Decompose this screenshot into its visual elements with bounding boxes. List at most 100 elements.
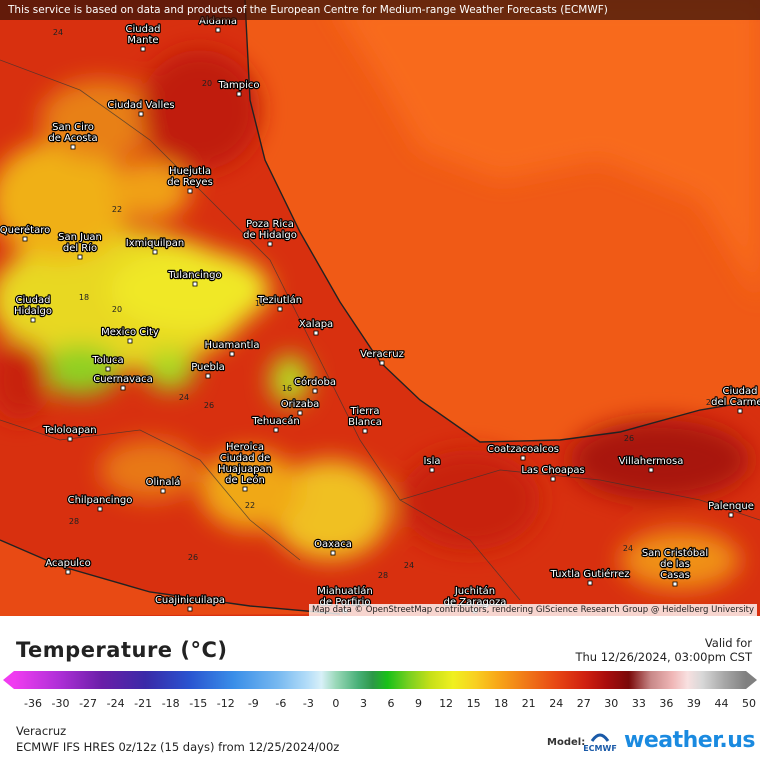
city-label: Huejutla — [169, 166, 211, 177]
city-label: San Ciro — [52, 122, 94, 133]
city-label: Orizaba — [281, 399, 320, 410]
city-label: Cuajinicuilapa — [155, 595, 225, 606]
city-label: de Acosta — [48, 133, 97, 144]
colorbar-tick-label: -3 — [302, 697, 314, 710]
model-run: ECMWF IFS HRES 0z/12z (15 days) from 12/… — [16, 740, 340, 754]
city-marker — [187, 188, 193, 194]
colorbar-tick-label: 30 — [604, 697, 619, 710]
city-label: Heroica — [226, 442, 264, 453]
city-marker — [138, 111, 144, 117]
city-label: Xalapa — [299, 319, 333, 330]
colorbar-tick-label: 50 — [742, 697, 756, 710]
colorbar-tick-label: 44 — [714, 697, 729, 710]
city-marker — [297, 410, 303, 416]
colorbar-tick-label: -15 — [189, 697, 208, 710]
contour-label: 26 — [188, 553, 198, 562]
colorbar-tick-label: -12 — [216, 697, 235, 710]
city-label: Oaxaca — [314, 539, 352, 550]
city-label: Puebla — [191, 362, 225, 373]
city-marker — [127, 338, 133, 344]
city-marker — [728, 512, 734, 518]
contour-label: 22 — [245, 501, 255, 510]
colorbar-tick-label: 39 — [686, 697, 701, 710]
warm-sea — [330, 0, 760, 300]
city-label: Isla — [423, 456, 440, 467]
colorbar-tick-label: -36 — [24, 697, 42, 710]
city-label: Huajuapan — [218, 464, 272, 475]
city-label: Tehuacán — [251, 415, 299, 427]
city-label: Tierra — [350, 406, 380, 417]
city-marker — [105, 366, 111, 372]
colorbar-tick-label: -21 — [134, 697, 153, 710]
city-marker — [215, 27, 221, 33]
city-label: de las — [660, 559, 690, 570]
city-label: del Carmen — [711, 397, 760, 408]
city-label: Ciudad — [16, 295, 51, 306]
city-marker — [67, 436, 73, 442]
city-marker — [140, 46, 146, 52]
colorbar-tick-label: 18 — [494, 697, 509, 710]
city-label: Las Choapas — [521, 465, 584, 476]
valid-datetime: Thu 12/26/2024, 03:00pm CST — [575, 650, 752, 664]
city-label: Teloloapan — [42, 425, 96, 436]
city-label: del Río — [63, 242, 97, 254]
contour-label: 28 — [69, 517, 79, 526]
city-marker — [267, 241, 273, 247]
colorbar-arrow-high — [746, 671, 757, 689]
city-marker — [550, 476, 556, 482]
city-label: Tulancingo — [167, 270, 221, 281]
contour-label: 24 — [53, 28, 63, 37]
city-marker — [97, 506, 103, 512]
city-label: Toluca — [91, 355, 123, 366]
colorbar-tick-label: 27 — [576, 697, 591, 710]
city-label: Querétaro — [0, 224, 50, 236]
city-label: San Juan — [58, 232, 102, 243]
borders — [0, 59, 760, 601]
city-marker — [152, 249, 158, 255]
colorbar-tick-label: 0 — [332, 697, 340, 710]
colorbar-tick-label: 3 — [359, 697, 367, 710]
city-marker — [672, 581, 678, 587]
colorbar-tick-label: 6 — [387, 697, 395, 710]
colorbar-tick-label: -24 — [106, 697, 125, 710]
city-label: Chilpancingo — [68, 495, 133, 506]
city-label: Blanca — [348, 417, 382, 428]
city-label: Mexico City — [101, 327, 159, 338]
contour-label: 28 — [378, 571, 388, 580]
coastline — [0, 0, 760, 615]
city-marker — [77, 254, 83, 260]
city-label: Cuernavaca — [93, 374, 153, 385]
contour-label: 26 — [624, 434, 634, 443]
city-label: Poza Rica — [246, 219, 294, 230]
ecmwf-icon — [590, 733, 610, 742]
city-label: Miahuatlán — [317, 585, 373, 597]
contour-label: 22 — [112, 205, 122, 214]
city-marker — [236, 91, 242, 97]
pacific — [0, 540, 340, 616]
city-marker — [229, 351, 235, 357]
colorbar-tick-label: 33 — [631, 697, 646, 710]
city-marker — [737, 408, 743, 414]
contour-label: 26 — [706, 398, 716, 407]
city-marker — [120, 385, 126, 391]
city-label: de Hidalgo — [243, 230, 297, 241]
city-label: Huamantla — [204, 340, 259, 351]
city-marker — [312, 388, 318, 394]
city-marker — [520, 455, 526, 461]
colorbar-tick-label: 24 — [549, 697, 564, 710]
city-label: Teziutlán — [257, 294, 302, 306]
model-label: Model: — [547, 737, 586, 748]
city-marker — [242, 486, 248, 492]
contour-label: 20 — [202, 79, 212, 88]
contour-label: 24 — [623, 544, 633, 553]
colorbar-tick-label: 9 — [415, 697, 423, 710]
city-marker — [362, 428, 368, 434]
city-label: de Reyes — [167, 177, 213, 188]
city-marker — [70, 144, 76, 150]
city-label: Hidalgo — [14, 306, 52, 317]
contour-label: 24 — [404, 561, 414, 570]
city-marker — [160, 488, 166, 494]
city-label: San Cristóbal — [642, 547, 708, 559]
city-label: de León — [225, 474, 265, 486]
contour-label: 20 — [112, 305, 122, 314]
